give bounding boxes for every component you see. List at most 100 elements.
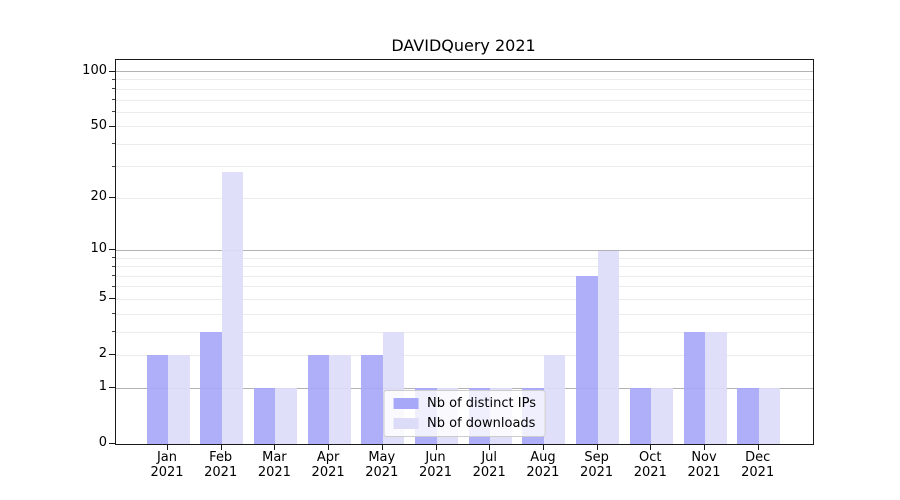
x-tick-mark-dec <box>757 444 759 450</box>
bar-distinct-ips-apr <box>307 355 330 444</box>
grid-line-minor-4 <box>116 313 813 315</box>
bar-downloads-mar <box>275 388 297 444</box>
y-tick-mark-minor-6 <box>112 285 115 287</box>
x-tick-label-oct: Oct 2021 <box>633 450 667 480</box>
y-tick-mark-minor-90 <box>112 78 115 80</box>
y-tick-mark-10 <box>109 249 115 251</box>
legend-entry-distinct-ips: Nb of distinct IPs <box>393 396 536 411</box>
grid-line-minor-9 <box>116 257 813 259</box>
x-tick-label-jun: Jun 2021 <box>418 450 453 480</box>
grid-line-minor-70 <box>116 99 813 101</box>
x-tick-mark-may <box>381 444 383 450</box>
grid-line-minor-30 <box>116 166 813 168</box>
bar-downloads-feb <box>221 172 244 444</box>
y-tick-mark-minor-9 <box>112 257 115 259</box>
bar-distinct-ips-jan <box>146 355 168 444</box>
y-tick-mark-2 <box>109 354 115 356</box>
bar-distinct-ips-sep <box>576 276 598 444</box>
legend-label-distinct-ips: Nb of distinct IPs <box>427 396 536 411</box>
grid-line-major-1 <box>116 387 813 389</box>
bar-distinct-ips-mar <box>253 388 276 444</box>
y-tick-mark-minor-40 <box>112 143 115 145</box>
bars <box>116 60 813 444</box>
y-tick-mark-minor-8 <box>112 265 115 267</box>
chart-title: DAVIDQuery 2021 <box>391 36 536 55</box>
x-tick-label-feb: Feb 2021 <box>204 450 238 480</box>
x-tick-label-apr: Apr 2021 <box>311 450 345 480</box>
bar-downloads-aug <box>543 355 566 444</box>
y-tick-mark-minor-70 <box>112 99 115 100</box>
y-tick-label-5: 5 <box>98 290 107 306</box>
y-tick-mark-1 <box>109 387 115 389</box>
x-tick-mark-feb <box>220 444 222 450</box>
y-tick-mark-minor-60 <box>112 111 115 113</box>
y-tick-mark-minor-3 <box>112 331 115 333</box>
bar-downloads-jan <box>168 355 190 444</box>
grid-line-minor-60 <box>116 111 813 113</box>
grid-line-minor-80 <box>116 88 813 90</box>
bar-downloads-sep <box>597 250 620 444</box>
x-tick-label-mar: Mar 2021 <box>257 450 291 480</box>
y-tick-mark-20 <box>109 197 115 199</box>
y-tick-label-2: 2 <box>98 346 107 362</box>
bar-distinct-ips-may <box>361 355 383 444</box>
grid-line-minor-5 <box>116 298 813 300</box>
bar-distinct-ips-feb <box>200 332 222 444</box>
y-tick-mark-minor-4 <box>112 313 115 315</box>
y-tick-mark-minor-80 <box>112 88 115 90</box>
y-tick-mark-minor-30 <box>112 165 115 167</box>
bar-downloads-dec <box>758 388 781 444</box>
x-tick-mark-jun <box>435 444 437 450</box>
y-tick-label-1: 1 <box>98 379 107 395</box>
x-tick-mark-sep <box>596 444 598 450</box>
y-tick-mark-100 <box>109 70 115 72</box>
x-tick-label-aug: Aug 2021 <box>526 450 560 480</box>
grid-line-minor-8 <box>116 266 813 268</box>
x-tick-mark-oct <box>650 444 652 450</box>
y-tick-mark-5 <box>109 298 115 300</box>
x-tick-mark-jan <box>167 444 168 450</box>
grid-line-minor-3 <box>116 331 813 333</box>
y-tick-mark-50 <box>109 125 115 127</box>
gridlines <box>116 60 813 444</box>
x-tick-mark-nov <box>704 444 705 450</box>
bar-distinct-ips-nov <box>683 332 705 444</box>
bar-downloads-oct <box>651 388 673 444</box>
grid-line-minor-50 <box>116 126 813 128</box>
y-tick-mark-minor-7 <box>112 275 115 277</box>
bar-downloads-nov <box>705 332 727 444</box>
y-tick-label-100: 100 <box>82 62 107 78</box>
x-tick-mark-aug <box>542 444 544 450</box>
grid-line-minor-20 <box>116 197 813 199</box>
grid-line-minor-7 <box>116 275 813 277</box>
grid-line-minor-2 <box>116 354 813 356</box>
legend: Nb of distinct IPs Nb of downloads <box>383 390 546 437</box>
y-tick-label-0: 0 <box>98 435 107 450</box>
x-tick-label-nov: Nov 2021 <box>687 450 721 480</box>
grid-line-minor-90 <box>116 79 813 81</box>
legend-entry-downloads: Nb of downloads <box>393 416 536 431</box>
grid-line-minor-40 <box>116 143 813 145</box>
grid-line-minor-6 <box>116 286 813 288</box>
y-tick-label-10: 10 <box>90 241 107 257</box>
legend-swatch-distinct-ips <box>393 398 419 409</box>
x-tick-label-jan: Jan 2021 <box>150 450 184 480</box>
x-tick-label-sep: Sep 2021 <box>580 450 614 480</box>
y-tick-mark-0 <box>109 443 115 444</box>
x-tick-label-jul: Jul 2021 <box>472 450 506 480</box>
legend-label-downloads: Nb of downloads <box>427 416 536 431</box>
grid-line-major-10 <box>116 249 813 251</box>
legend-swatch-downloads <box>393 418 419 429</box>
x-tick-mark-jul <box>489 444 491 450</box>
grid-line-major-100 <box>116 71 813 73</box>
x-tick-mark-apr <box>328 444 330 450</box>
bar-distinct-ips-dec <box>737 388 759 444</box>
plot-area: Nb of distinct IPs Nb of downloads <box>115 59 814 445</box>
x-tick-mark-mar <box>274 444 276 450</box>
bar-distinct-ips-oct <box>629 388 652 444</box>
y-tick-label-50: 50 <box>90 117 107 133</box>
x-tick-label-dec: Dec 2021 <box>741 450 775 480</box>
y-tick-label-20: 20 <box>90 189 107 205</box>
bar-downloads-apr <box>329 355 351 444</box>
